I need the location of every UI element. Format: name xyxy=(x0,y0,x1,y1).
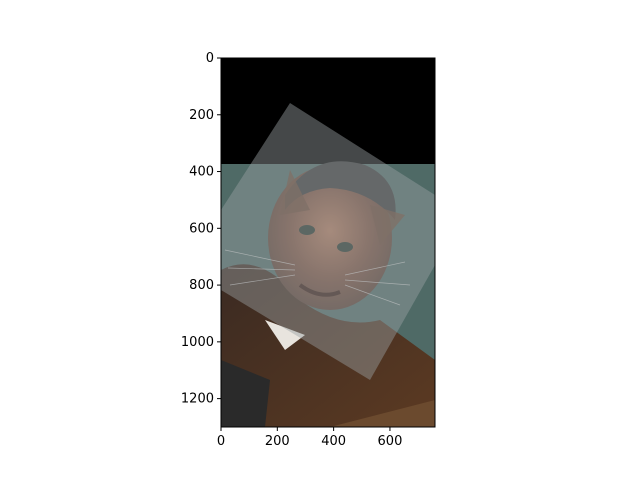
axis-ticks: 0 200 400 600 0 200 400 600 800 1000 1200 xyxy=(181,51,402,449)
x-tick-label: 0 xyxy=(217,434,225,449)
y-tick-label: 200 xyxy=(189,108,214,123)
axes-frame xyxy=(220,57,436,428)
x-tick-label: 200 xyxy=(265,434,290,449)
x-tick-label: 400 xyxy=(321,434,346,449)
x-tick-label: 600 xyxy=(378,434,403,449)
y-tick-label: 1000 xyxy=(181,335,214,350)
y-tick-label: 1200 xyxy=(181,392,214,407)
y-tick-label: 400 xyxy=(189,165,214,180)
blended-photo xyxy=(221,58,435,427)
y-tick-label: 0 xyxy=(206,51,214,66)
y-tick-label: 800 xyxy=(189,278,214,293)
y-tick-label: 600 xyxy=(189,221,214,236)
